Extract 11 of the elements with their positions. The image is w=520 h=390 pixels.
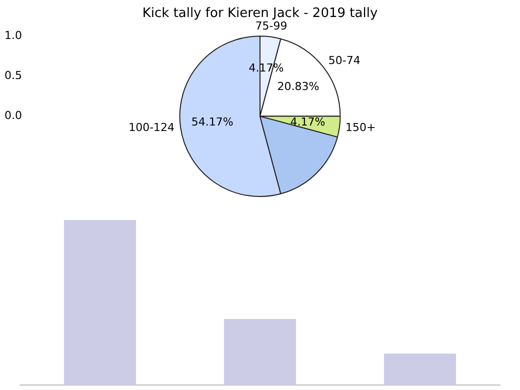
slice-label: 100-124 [128,120,175,134]
data-label: 4.17% [290,115,326,128]
slice-label: 150+ [345,120,376,134]
text: 1.0 [4,28,22,42]
chart-title: Kick tally for Kieren Jack - 2019 tally [142,6,378,22]
text: 0.5 [4,69,22,82]
slice-label: 75-99 [255,20,288,33]
data-label: 20.83% [277,80,320,93]
slice-label: 50-74 [328,54,360,68]
data-label: 54.17% [191,115,234,128]
text: 0.0 [4,109,22,122]
